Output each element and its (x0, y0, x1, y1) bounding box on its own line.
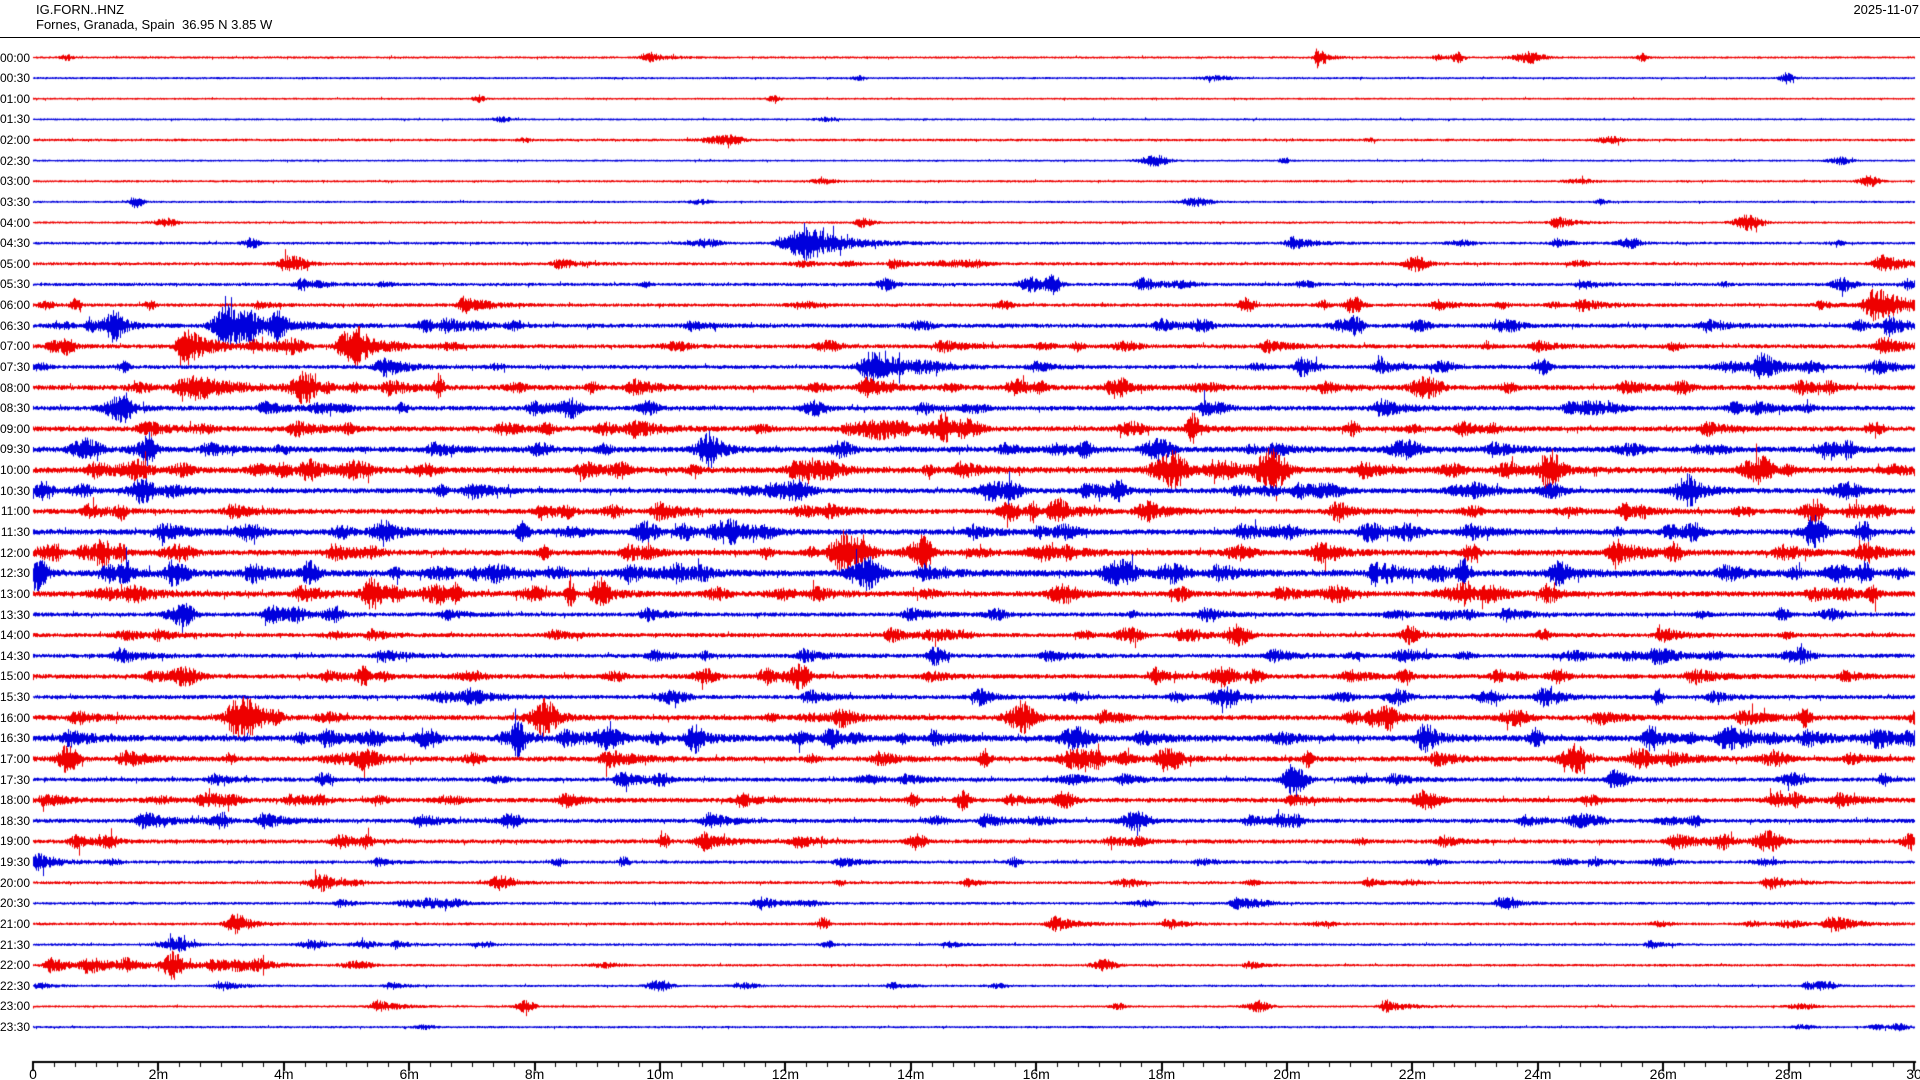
axis-tick-label: 22m (1398, 1066, 1427, 1080)
row-time-label: 16:00 (0, 710, 31, 725)
row-time-label: 08:30 (0, 401, 31, 416)
axis-tick-label: 20m (1273, 1066, 1301, 1080)
row-time-label: 23:30 (0, 1020, 31, 1035)
row-time-label: 04:30 (0, 236, 31, 251)
axis-tick-label: 14m (897, 1066, 925, 1080)
row-time-label: 18:00 (0, 793, 31, 808)
row-time-label: 15:00 (0, 669, 31, 684)
axis-tick-label: 28m (1774, 1066, 1803, 1080)
row-time-label: 12:30 (0, 566, 31, 581)
row-time-label: 09:00 (0, 421, 31, 436)
row-time-label: 07:30 (0, 359, 31, 374)
axis-tick-label: 16m (1022, 1066, 1050, 1080)
row-time-label: 10:30 (0, 483, 31, 498)
row-time-label: 14:00 (0, 628, 31, 643)
row-time-label: 05:30 (0, 277, 31, 292)
row-time-label: 15:30 (0, 690, 31, 705)
row-time-label: 12:00 (0, 545, 31, 560)
row-time-label: 23:00 (0, 999, 31, 1014)
date-label: 2025-11-07 (1853, 2, 1919, 17)
row-time-label: 16:30 (0, 731, 31, 746)
axis-tick-label: 30 (1906, 1066, 1920, 1080)
row-time-label: 03:00 (0, 174, 31, 189)
axis-tick-label: 4m (274, 1066, 294, 1080)
row-time-label: 02:30 (0, 153, 31, 168)
row-time-label: 07:00 (0, 339, 31, 354)
row-time-label: 18:30 (0, 813, 31, 828)
station-location: Fornes, Granada, Spain 36.95 N 3.85 W (36, 17, 273, 32)
axis-tick-label: 8m (524, 1066, 545, 1080)
row-time-label: 14:30 (0, 648, 31, 663)
station-code: IG.FORN..HNZ (36, 2, 125, 17)
row-time-label: 01:00 (0, 91, 31, 106)
row-time-label: 10:00 (0, 463, 31, 478)
row-time-label: 09:30 (0, 442, 31, 457)
row-time-label: 22:00 (0, 958, 31, 973)
row-time-label: 17:00 (0, 751, 31, 766)
row-time-label: 01:30 (0, 112, 31, 127)
row-time-label: 11:00 (0, 504, 30, 519)
row-time-label: 17:30 (0, 772, 31, 787)
row-time-label: 22:30 (0, 978, 31, 993)
row-time-label: 11:30 (0, 524, 30, 539)
row-time-label: 08:00 (0, 380, 31, 395)
axis-tick-label: 6m (399, 1066, 419, 1080)
row-time-label: 21:00 (0, 916, 31, 931)
axis-tick-label: 24m (1524, 1066, 1552, 1080)
row-time-label: 13:00 (0, 586, 31, 601)
row-time-label: 04:00 (0, 215, 31, 230)
row-time-label: 20:30 (0, 896, 31, 911)
row-time-label: 02:00 (0, 133, 31, 148)
header-divider (0, 37, 1920, 38)
row-time-label: 00:30 (0, 71, 31, 86)
axis-tick-label: 2m (148, 1066, 169, 1080)
row-time-label: 21:30 (0, 937, 31, 952)
row-time-label: 19:30 (0, 855, 31, 870)
axis-tick-label: 0 (29, 1066, 37, 1080)
row-time-label: 13:30 (0, 607, 31, 622)
row-time-label: 06:30 (0, 318, 31, 333)
row-time-label: 05:00 (0, 256, 31, 271)
axis-tick-label: 18m (1147, 1066, 1176, 1080)
axis-tick-label: 12m (771, 1066, 800, 1080)
row-time-label: 20:00 (0, 875, 31, 890)
row-time-label: 03:30 (0, 194, 31, 209)
axis-tick-label: 10m (646, 1066, 674, 1080)
axis-tick-label: 26m (1649, 1066, 1677, 1080)
row-time-label: 00:00 (0, 50, 31, 65)
row-time-label: 19:00 (0, 834, 31, 849)
row-time-label: 06:00 (0, 298, 31, 313)
